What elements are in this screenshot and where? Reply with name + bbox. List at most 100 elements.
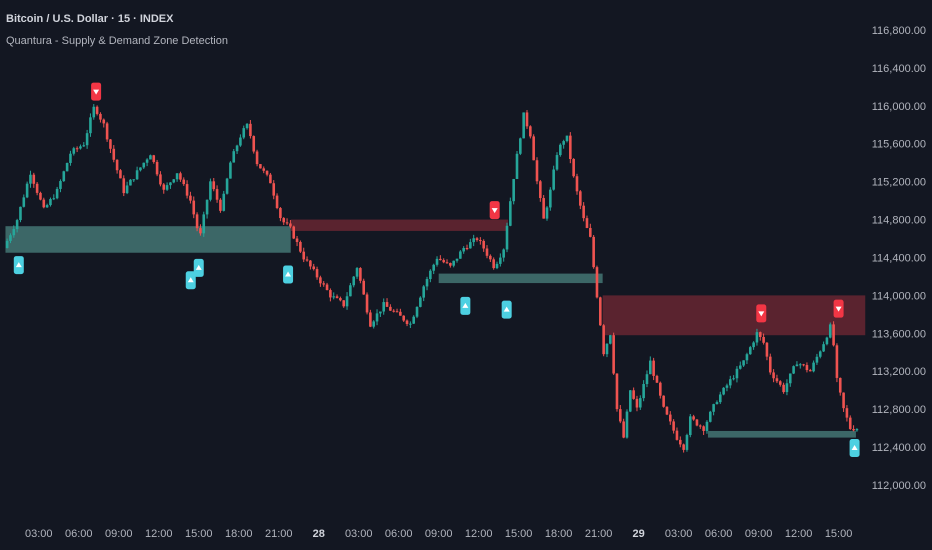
y-tick-label: 112,800.00	[872, 404, 926, 416]
candle-body	[272, 183, 276, 196]
candle-body	[112, 148, 116, 160]
candle-body	[845, 408, 849, 418]
x-tick-label: 15:00	[825, 528, 853, 540]
candle-body	[695, 419, 699, 426]
candle-body	[225, 178, 229, 194]
candle-body	[355, 268, 359, 277]
candle-body	[189, 195, 192, 201]
candle-body	[755, 332, 759, 343]
candle-body	[109, 139, 112, 149]
candle-body	[262, 168, 266, 171]
candle-body	[818, 351, 822, 357]
x-tick-label: 03:00	[665, 528, 693, 540]
candle-body	[139, 167, 142, 171]
candle-body	[82, 145, 86, 147]
candle-body	[352, 276, 356, 286]
candle-body	[635, 398, 639, 408]
candle-body	[259, 164, 262, 169]
candle-body	[828, 324, 832, 338]
supply-zone-1[interactable]	[290, 219, 509, 231]
candle-body	[265, 170, 269, 175]
candle-body	[522, 112, 525, 139]
candle-body	[245, 123, 249, 129]
candle-body	[462, 248, 465, 252]
candle-body	[455, 258, 459, 261]
candle-body	[432, 264, 435, 271]
candle-body	[768, 356, 772, 373]
candle-body	[375, 313, 379, 322]
candle-body	[802, 364, 805, 366]
arrow-down-icon	[835, 306, 842, 312]
candle-body	[372, 321, 376, 327]
candle-body	[165, 185, 169, 190]
candle-body	[775, 378, 779, 382]
candle-body	[805, 365, 809, 371]
candle-body	[5, 240, 9, 248]
candle-body	[45, 205, 49, 208]
candle-body	[235, 145, 239, 152]
candle-body	[132, 179, 136, 181]
candle-body	[698, 425, 702, 427]
x-tick-label: 29	[633, 528, 645, 540]
arrow-down-icon	[491, 208, 498, 214]
candle-body	[855, 428, 859, 431]
candle-body	[275, 195, 279, 209]
candle-body	[662, 395, 665, 407]
candle-body	[229, 162, 232, 179]
candle-body	[772, 372, 775, 379]
candle-body	[379, 311, 382, 314]
candle-body	[252, 136, 256, 152]
candle-body	[365, 294, 369, 313]
candle-body	[785, 383, 789, 393]
supply-zone-3[interactable]	[602, 295, 866, 336]
candle-body	[778, 381, 782, 385]
x-tick-label: 28	[313, 528, 325, 540]
candle-body	[652, 360, 655, 376]
candle-body	[575, 176, 579, 192]
candle-body	[625, 411, 629, 438]
arrow-up-icon	[462, 302, 469, 308]
candle-body	[595, 267, 599, 298]
candle-body	[535, 160, 539, 182]
demand-zone-0[interactable]	[5, 226, 291, 253]
chart-title[interactable]: Bitcoin / U.S. Dollar · 15 · INDEX	[6, 13, 174, 25]
y-tick-label: 113,200.00	[872, 366, 926, 378]
y-tick-label: 112,000.00	[872, 480, 926, 492]
y-tick-label: 112,400.00	[872, 442, 926, 454]
candle-body	[65, 162, 69, 172]
x-tick-label: 18:00	[225, 528, 253, 540]
candle-body	[672, 421, 675, 431]
candle-body	[182, 179, 186, 185]
arrow-up-icon	[187, 277, 194, 283]
y-tick-label: 116,800.00	[872, 25, 926, 37]
candle-body	[442, 260, 445, 263]
indicator-name[interactable]: Quantura - Supply & Demand Zone Detectio…	[6, 35, 228, 47]
candle-body	[519, 138, 522, 154]
candle-body	[459, 251, 462, 259]
candle-body	[302, 251, 306, 260]
candle-body	[705, 421, 709, 431]
candle-body	[35, 183, 39, 193]
candle-body	[832, 324, 835, 346]
demand-zone-4[interactable]	[707, 430, 856, 438]
candle-body	[485, 248, 489, 256]
candle-body	[85, 133, 89, 146]
candle-body	[185, 184, 189, 196]
candle-body	[812, 362, 815, 372]
candle-body	[838, 377, 842, 393]
candle-body	[835, 345, 839, 378]
candle-body	[545, 207, 549, 219]
candle-body	[555, 155, 559, 170]
candle-body	[692, 416, 695, 420]
candle-body	[722, 387, 725, 395]
candle-body	[105, 123, 109, 140]
candle-body	[825, 337, 829, 345]
candle-body	[762, 336, 765, 343]
candle-body	[69, 153, 72, 163]
demand-zone-2[interactable]	[438, 273, 603, 284]
candle-body	[239, 137, 242, 146]
candle-body	[222, 193, 226, 211]
candle-body	[349, 285, 352, 297]
candle-body	[605, 343, 609, 355]
